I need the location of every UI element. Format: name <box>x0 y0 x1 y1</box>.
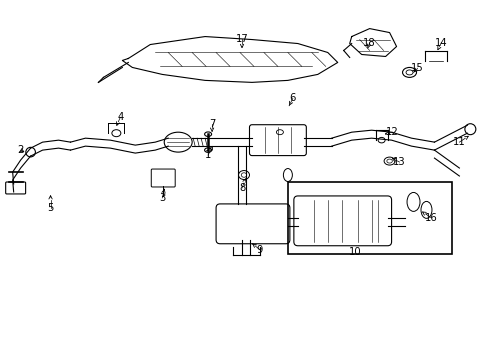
Text: 9: 9 <box>257 245 263 255</box>
Text: 1: 1 <box>205 150 211 160</box>
Text: 3: 3 <box>159 193 165 203</box>
Text: 2: 2 <box>18 145 24 155</box>
Text: 8: 8 <box>239 183 245 193</box>
Text: 14: 14 <box>435 37 448 48</box>
Text: 5: 5 <box>48 203 54 213</box>
Text: 13: 13 <box>393 157 406 167</box>
Text: 4: 4 <box>117 112 123 122</box>
Text: 18: 18 <box>363 37 376 48</box>
Text: 12: 12 <box>386 127 399 137</box>
Text: 6: 6 <box>290 93 296 103</box>
Text: 10: 10 <box>348 247 361 257</box>
Text: 11: 11 <box>453 137 466 147</box>
Text: 7: 7 <box>209 119 215 129</box>
Text: 17: 17 <box>236 33 248 44</box>
Text: 16: 16 <box>425 213 438 223</box>
Text: 15: 15 <box>411 63 424 73</box>
